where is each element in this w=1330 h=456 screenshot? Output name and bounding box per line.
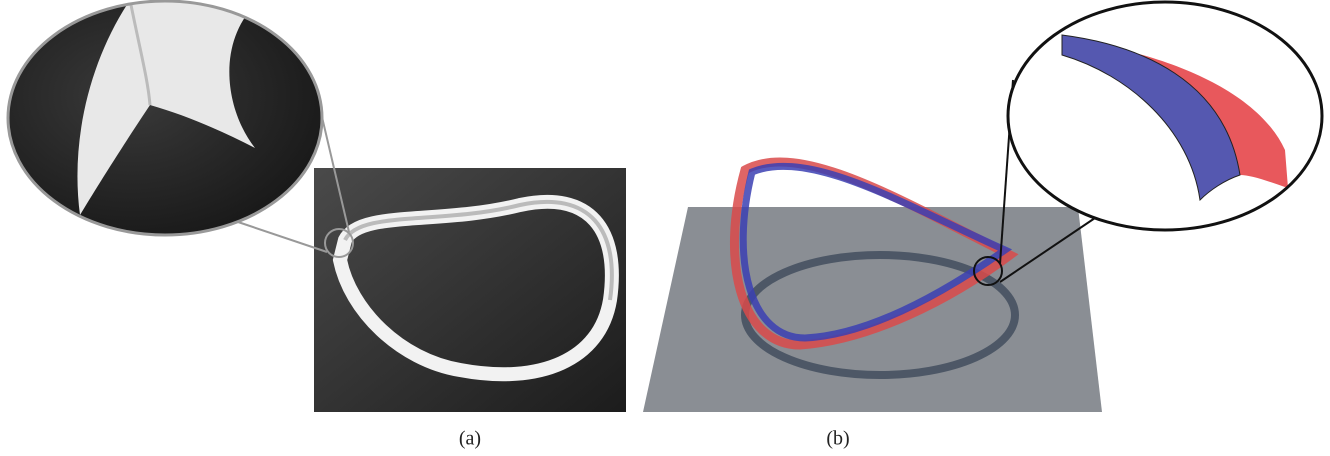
shadow-ring: [741, 251, 1019, 379]
blue-strip-zoom: [1061, 34, 1241, 202]
panel-label: (a): [459, 428, 481, 450]
blue-strip: [739, 162, 1013, 342]
ground-plane: [643, 207, 1102, 412]
zoom-view: [1008, 2, 1322, 230]
paper-strip: [77, 1, 260, 215]
zoom-circle: [1006, 0, 1324, 232]
zoom-line: [999, 217, 1096, 283]
panel-a: [6, 0, 626, 412]
zoom-view: [8, 1, 322, 235]
zoom-line: [237, 221, 328, 253]
paper-fold: [128, 1, 152, 106]
zoom-spot: [324, 228, 354, 258]
panel-b: [643, 0, 1324, 412]
ribbon-edge: [343, 199, 614, 301]
panel-label: (b): [826, 428, 849, 450]
zoom-spot: [973, 256, 1003, 286]
zoom-circle: [6, 0, 324, 237]
